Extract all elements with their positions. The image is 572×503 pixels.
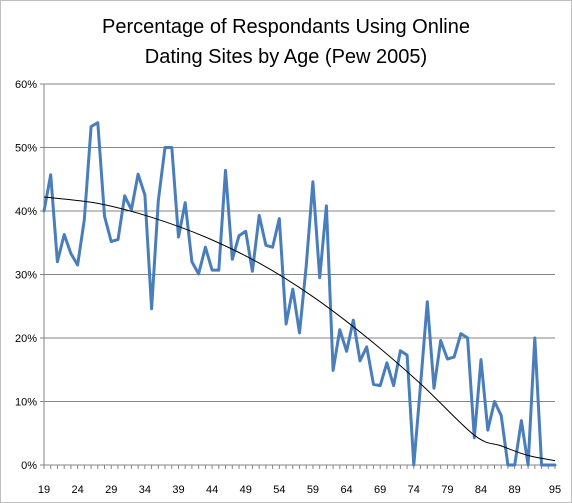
x-tick-label: 89 (509, 484, 521, 496)
y-tick-label: 60% (15, 79, 37, 91)
x-axis-tick-labels: 19 24 29 34 39 44 49 54 59 64 69 74 79 84 89 95 (38, 484, 561, 496)
x-tick-label: 74 (408, 484, 420, 496)
x-tick-label: 54 (273, 484, 285, 496)
y-tick-label: 30% (15, 270, 37, 282)
x-tick-label: 39 (172, 484, 184, 496)
y-tick-label: 40% (15, 206, 37, 218)
chart-title: Percentage of Respondants Using Online D… (0, 12, 572, 72)
x-tick-label: 44 (206, 484, 218, 496)
x-tick-label: 34 (139, 484, 151, 496)
y-tick-label: 10% (15, 397, 37, 409)
axes (40, 83, 556, 469)
gridlines (44, 83, 555, 402)
y-tick-label: 50% (15, 143, 37, 155)
series-layer (42, 121, 557, 467)
x-tick-label: 84 (475, 484, 487, 496)
x-tick-label: 59 (307, 484, 319, 496)
y-tick-label: 20% (15, 333, 37, 345)
chart-title-line-1: Percentage of Respondants Using Online (101, 16, 470, 38)
x-tick-label: 49 (240, 484, 252, 496)
trendline (43, 196, 556, 462)
x-tick-label: 19 (38, 484, 50, 496)
y-tick-label: 0% (21, 460, 37, 472)
series-line (42, 121, 557, 467)
y-axis-tick-labels: 0% 10% 20% 30% 40% 50% 60% (15, 79, 37, 472)
x-tick-label: 29 (105, 484, 117, 496)
x-tick-label: 24 (71, 484, 83, 496)
trendline-layer (43, 196, 556, 462)
x-tick-label: 95 (549, 484, 561, 496)
x-tick-label: 79 (441, 484, 453, 496)
chart-title-line-2: Dating Sites by Age (Pew 2005) (144, 46, 428, 68)
x-tick-label: 69 (374, 484, 386, 496)
x-tick-label: 64 (340, 484, 352, 496)
